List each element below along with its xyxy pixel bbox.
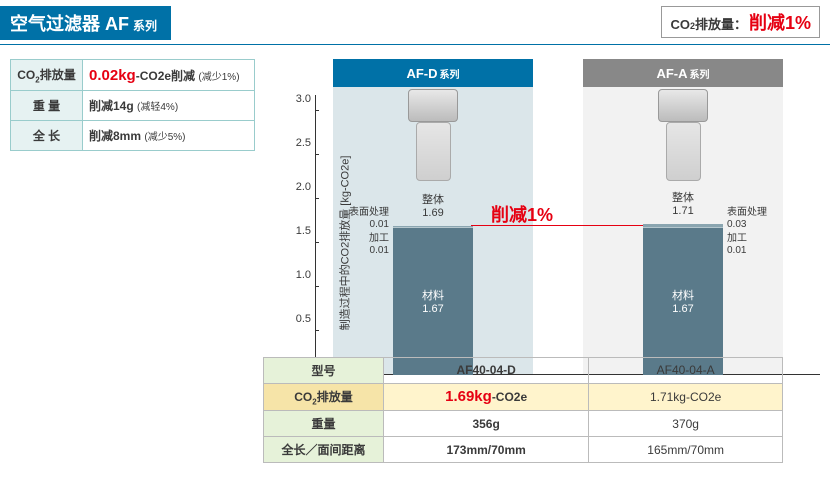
bar-2-surface-label: 表面处理 0.03 <box>727 207 767 231</box>
table-row: 重量 356g 370g <box>264 411 783 437</box>
title-main: 空气过滤器 AF <box>10 10 129 36</box>
results-table: 型号 AF40-04-D AF40-04-A CO2排放量 1.69kg-CO2… <box>263 357 783 463</box>
chart-area: AF-D系列 AF-A系列 制造过程中的CO2排放量 [kg-CO2e] <box>273 59 820 399</box>
page-title: 空气过滤器 AF 系列 <box>0 6 171 40</box>
bar-2-total: 整体 1.71 <box>653 189 713 217</box>
spec-panel: CO2排放量 0.02kg-CO2e削减 (减少1%) 重 量 削减14g (减… <box>10 59 255 399</box>
chart-body: 制造过程中的CO2排放量 [kg-CO2e] 材料 1.67 整体 1. <box>273 87 820 399</box>
bar-1-surface-label: 表面处理 0.01 <box>335 207 389 231</box>
bar-1-total: 整体 1.69 <box>403 191 463 219</box>
y-tick-label: 1.5 <box>283 225 311 237</box>
y-tick <box>315 154 319 155</box>
y-tick-label: 3.0 <box>283 93 311 105</box>
y-tick <box>315 198 319 199</box>
result-cell: 356g <box>384 411 589 437</box>
y-axis <box>315 95 316 375</box>
result-cell: 173mm/70mm <box>384 437 589 463</box>
result-cell-highlight: 1.69kg-CO2e <box>384 383 589 410</box>
spec-label: 重 量 <box>11 91 83 121</box>
bar-1-processing-label: 加工 0.01 <box>335 233 389 257</box>
y-tick <box>315 286 319 287</box>
result-cell: 165mm/70mm <box>589 437 783 463</box>
result-header: CO2排放量 <box>264 383 384 410</box>
table-row: CO2排放量 1.69kg-CO2e 1.71kg-CO2e <box>264 383 783 410</box>
y-tick-label: 2.5 <box>283 137 311 149</box>
y-tick <box>315 330 319 331</box>
spec-value: 0.02kg-CO2e削减 (减少1%) <box>83 60 255 91</box>
y-tick-label: 0.5 <box>283 313 311 325</box>
y-tick-label: 1.0 <box>283 269 311 281</box>
table-row: 全长／面间距离 173mm/70mm 165mm/70mm <box>264 437 783 463</box>
spec-label: 全 长 <box>11 121 83 151</box>
y-tick <box>315 242 319 243</box>
bar-material-label: 材料 1.67 <box>643 287 723 315</box>
content-area: CO2排放量 0.02kg-CO2e削减 (减少1%) 重 量 削减14g (减… <box>0 45 830 399</box>
series-1-header: AF-D系列 <box>333 59 533 87</box>
result-cell: 370g <box>589 411 783 437</box>
result-header: 型号 <box>264 357 384 383</box>
spec-value: 削减8mm (减少5%) <box>83 121 255 151</box>
co2-reduction-badge: CO2排放量： 削减1% <box>661 6 820 38</box>
table-row: 全 长 削减8mm (减少5%) <box>11 121 255 151</box>
y-tick-label: 2.0 <box>283 181 311 193</box>
result-cell: 1.71kg-CO2e <box>589 383 783 410</box>
table-row: 重 量 削减14g (减轻4%) <box>11 91 255 121</box>
page-header: 空气过滤器 AF 系列 CO2排放量： 削减1% <box>0 0 830 40</box>
table-row: 型号 AF40-04-D AF40-04-A <box>264 357 783 383</box>
reduction-callout: 削减1% <box>491 201 553 227</box>
bar-series-1: 材料 1.67 <box>393 226 473 375</box>
spec-label: CO2排放量 <box>11 60 83 91</box>
spec-value: 削减14g (减轻4%) <box>83 91 255 121</box>
spec-table: CO2排放量 0.02kg-CO2e削减 (减少1%) 重 量 削减14g (减… <box>10 59 255 151</box>
bar-2-processing-label: 加工 0.01 <box>727 233 747 257</box>
product-image-2 <box>658 89 708 187</box>
table-row: CO2排放量 0.02kg-CO2e削减 (减少1%) <box>11 60 255 91</box>
result-header: 重量 <box>264 411 384 437</box>
y-tick <box>315 110 319 111</box>
result-cell: AF40-04-D <box>384 357 589 383</box>
title-sub: 系列 <box>133 17 157 34</box>
bar-material-label: 材料 1.67 <box>393 287 473 315</box>
chart-panel: AF-D系列 AF-A系列 制造过程中的CO2排放量 [kg-CO2e] <box>273 59 820 399</box>
badge-highlight: 削减1% <box>749 9 811 35</box>
reduction-line <box>471 225 643 226</box>
series-2-header: AF-A系列 <box>583 59 783 87</box>
result-header: 全长／面间距离 <box>264 437 384 463</box>
product-image-1 <box>408 89 458 187</box>
bar-series-2: 材料 1.67 <box>643 224 723 375</box>
result-cell: AF40-04-A <box>589 357 783 383</box>
